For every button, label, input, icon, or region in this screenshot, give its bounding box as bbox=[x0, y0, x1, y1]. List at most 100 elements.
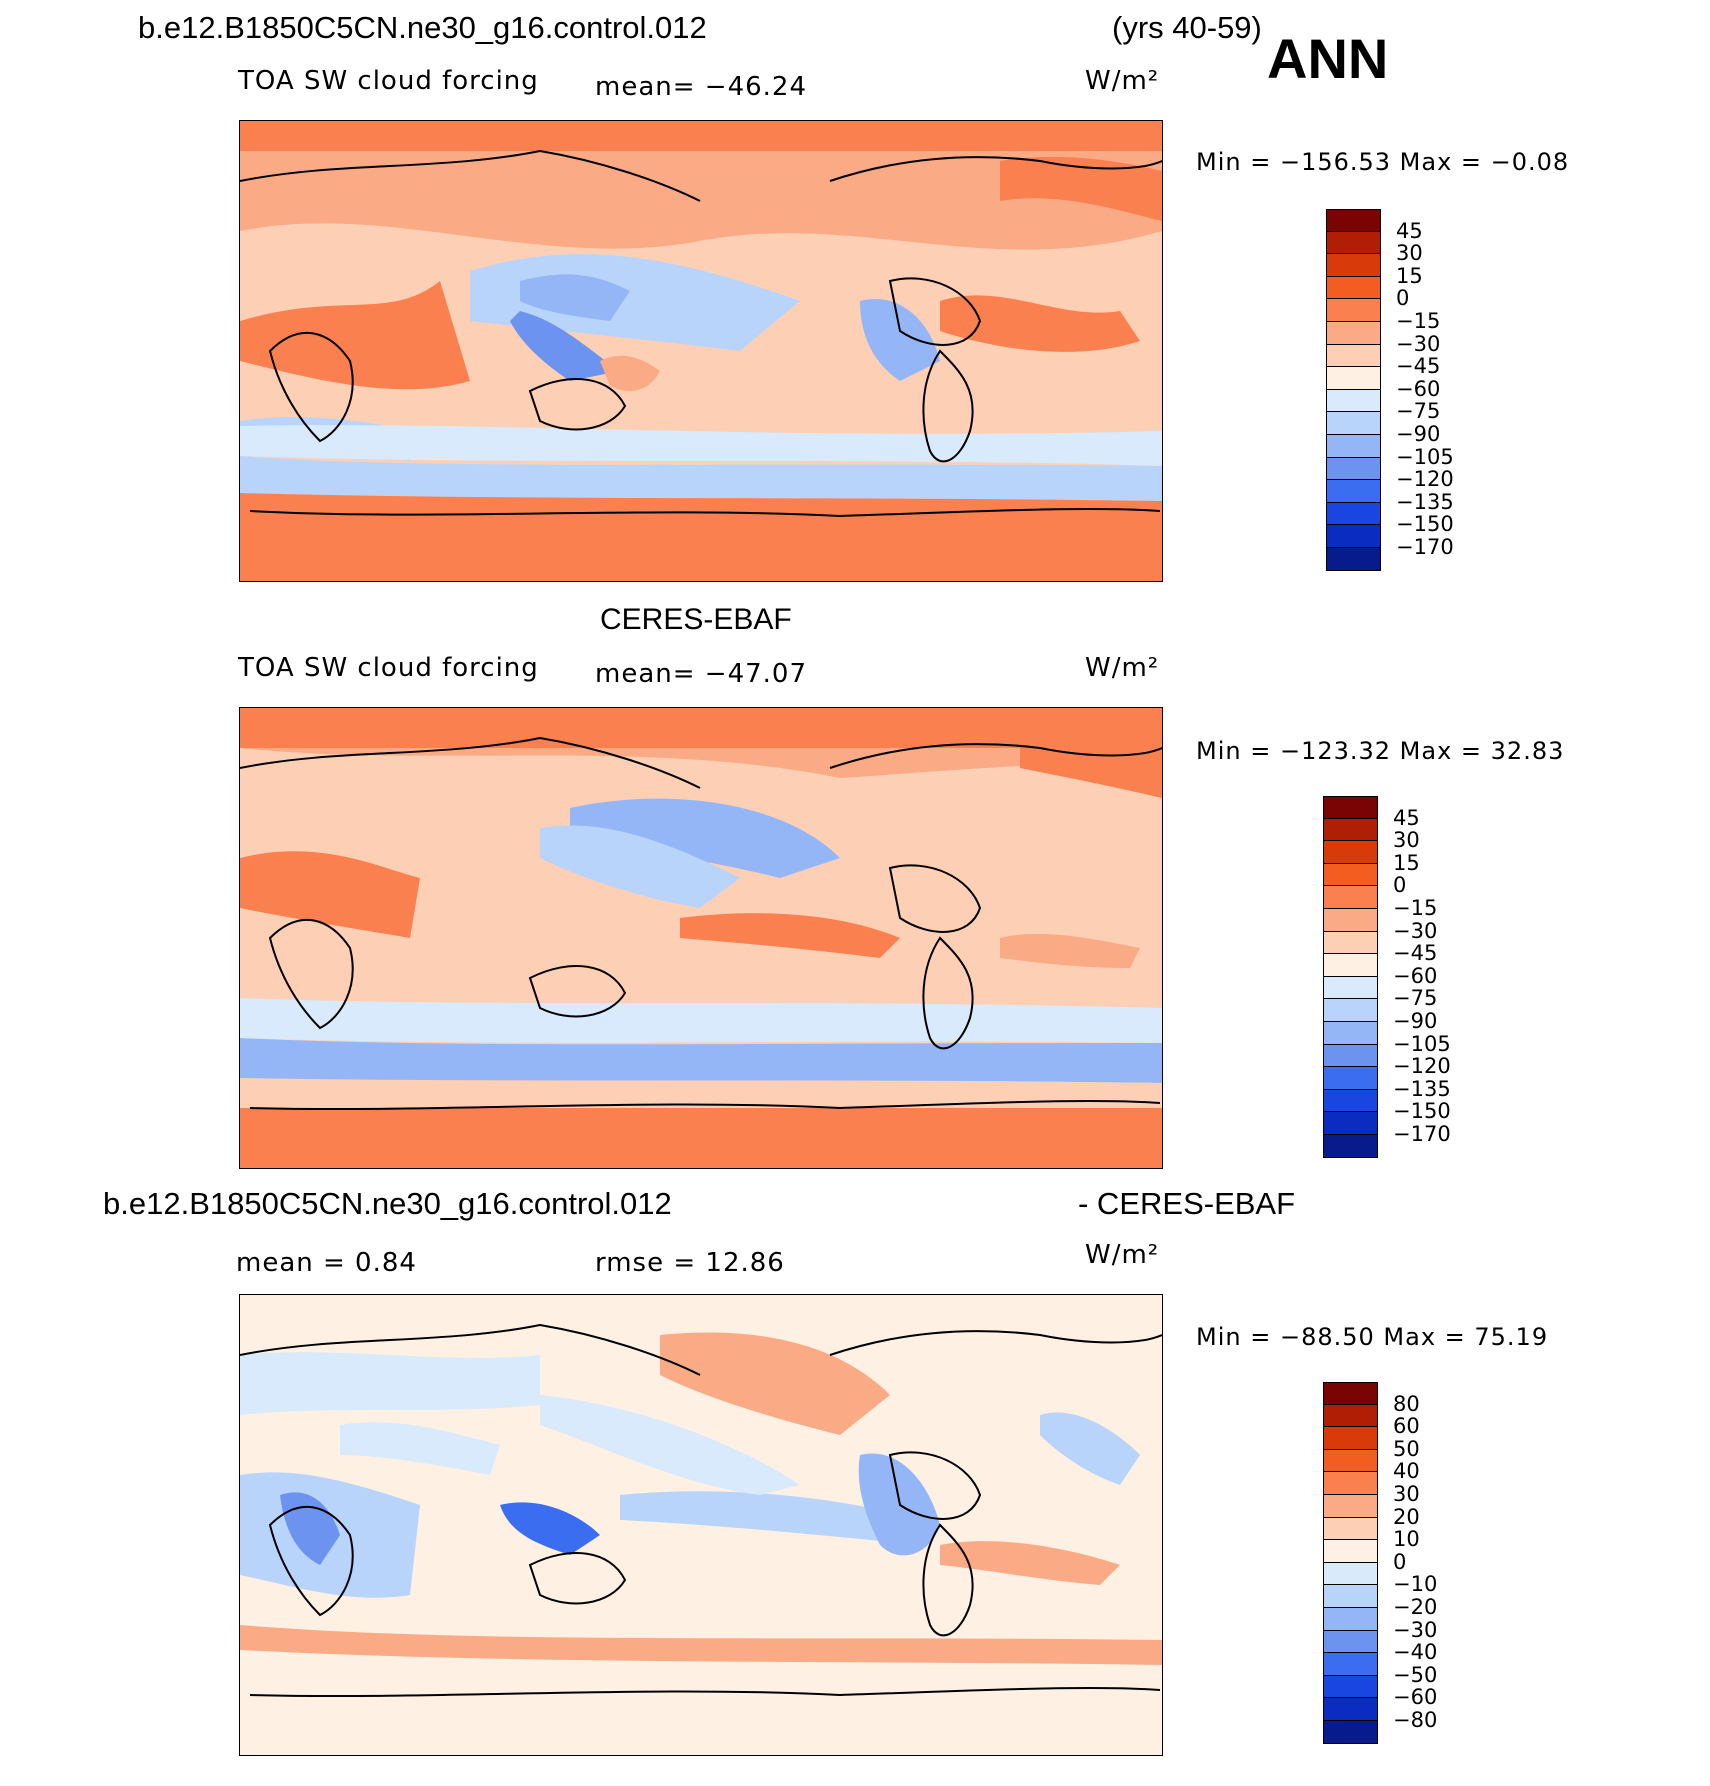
panel2-units: W/m² bbox=[1085, 653, 1160, 683]
panel3-units: W/m² bbox=[1085, 1240, 1160, 1270]
colorbar-swatch bbox=[1323, 954, 1378, 977]
colorbar-swatch bbox=[1323, 1653, 1378, 1676]
colorbar-label: 20 bbox=[1393, 1504, 1420, 1529]
colorbar-label: −105 bbox=[1393, 1031, 1451, 1056]
panel1-units: W/m² bbox=[1085, 66, 1160, 96]
colorbar-label: 0 bbox=[1393, 873, 1407, 898]
colorbar-swatch bbox=[1323, 841, 1378, 864]
colorbar-label: −90 bbox=[1393, 1009, 1438, 1033]
colorbar-label: −75 bbox=[1393, 986, 1438, 1011]
panel2-mean: mean= −47.07 bbox=[595, 659, 808, 689]
colorbar-label: 50 bbox=[1393, 1436, 1420, 1461]
colorbar-label: 60 bbox=[1393, 1414, 1420, 1439]
colorbar-label: 45 bbox=[1393, 805, 1420, 830]
colorbar-swatch bbox=[1323, 908, 1378, 932]
colorbar-swatch bbox=[1323, 818, 1378, 842]
colorbar-label: −15 bbox=[1396, 309, 1441, 333]
panel2-map bbox=[239, 707, 1163, 1169]
colorbar-swatch bbox=[1326, 344, 1381, 368]
colorbar-swatch bbox=[1323, 1720, 1378, 1744]
panel2-minmax: Min = −123.32 Max = 32.83 bbox=[1196, 737, 1565, 765]
colorbar-label: 0 bbox=[1396, 286, 1410, 311]
colorbar-label: −45 bbox=[1396, 354, 1441, 379]
colorbar-swatch bbox=[1323, 1449, 1378, 1473]
colorbar-label: −90 bbox=[1396, 422, 1441, 446]
colorbar-label: −10 bbox=[1393, 1572, 1438, 1597]
panel2-variable: TOA SW cloud forcing bbox=[238, 653, 539, 683]
panel3-title-left: b.e12.B1850C5CN.ne30_g16.control.012 bbox=[103, 1186, 672, 1221]
years-label: (yrs 40-59) bbox=[1112, 10, 1262, 45]
case-title: b.e12.B1850C5CN.ne30_g16.control.012 bbox=[138, 10, 707, 45]
colorbar-label: 45 bbox=[1396, 218, 1423, 243]
colorbar-label: 15 bbox=[1393, 850, 1420, 875]
colorbar-swatch bbox=[1323, 1404, 1378, 1428]
colorbar-swatch bbox=[1326, 254, 1381, 277]
colorbar-label: −150 bbox=[1396, 512, 1454, 537]
colorbar-swatch bbox=[1323, 1472, 1378, 1495]
colorbar-swatch bbox=[1326, 209, 1381, 232]
season-label: ANN bbox=[1267, 27, 1389, 90]
colorbar-swatch bbox=[1323, 1675, 1378, 1699]
colorbar-label: −30 bbox=[1393, 918, 1438, 943]
colorbar-swatch bbox=[1323, 1540, 1378, 1563]
colorbar-label: 30 bbox=[1393, 828, 1420, 853]
colorbar-swatch bbox=[1323, 1698, 1378, 1721]
colorbar-swatch bbox=[1323, 999, 1378, 1022]
colorbar-swatch bbox=[1326, 547, 1381, 571]
colorbar-swatch bbox=[1323, 1427, 1378, 1450]
colorbar-swatch bbox=[1326, 502, 1381, 526]
colorbar-swatch bbox=[1323, 1517, 1378, 1541]
panel1-colorbar: 45 30 15 0 −15 −30 −45 −60 −75 −90 −105 −120 −135 −15… bbox=[1326, 209, 1454, 571]
panel1-variable: TOA SW cloud forcing bbox=[238, 66, 539, 96]
colorbar-label: −60 bbox=[1393, 963, 1438, 988]
panel3-minmax: Min = −88.50 Max = 75.19 bbox=[1196, 1323, 1549, 1351]
panel1-minmax: Min = −156.53 Max = −0.08 bbox=[1196, 148, 1570, 176]
colorbar-label: −120 bbox=[1393, 1054, 1451, 1079]
panel3-mean: mean = 0.84 bbox=[236, 1248, 417, 1278]
panel1-map bbox=[239, 120, 1163, 582]
colorbar-label: −45 bbox=[1393, 941, 1438, 966]
colorbar-swatch bbox=[1323, 1067, 1378, 1090]
colorbar-label: −80 bbox=[1393, 1708, 1438, 1732]
colorbar-label: −30 bbox=[1393, 1617, 1438, 1642]
colorbar-swatch bbox=[1323, 1044, 1378, 1068]
colorbar-label: 40 bbox=[1393, 1459, 1420, 1484]
colorbar-label: −105 bbox=[1396, 444, 1454, 469]
colorbar-label: 0 bbox=[1393, 1549, 1407, 1574]
colorbar-label: −15 bbox=[1393, 896, 1438, 920]
colorbar-swatch bbox=[1326, 434, 1381, 458]
colorbar-swatch bbox=[1323, 1607, 1378, 1631]
colorbar-label: 30 bbox=[1396, 241, 1423, 266]
colorbar-label: −135 bbox=[1396, 489, 1454, 514]
colorbar-swatch bbox=[1323, 796, 1378, 819]
colorbar-swatch bbox=[1323, 1382, 1378, 1405]
colorbar-label: −170 bbox=[1396, 535, 1454, 559]
colorbar-label: −40 bbox=[1393, 1640, 1438, 1665]
colorbar-swatch bbox=[1326, 367, 1381, 390]
panel3-rmse: rmse = 12.86 bbox=[595, 1248, 785, 1278]
colorbar-label: −150 bbox=[1393, 1099, 1451, 1124]
panel3-colorbar: 80 60 50 40 30 20 10 0 −10 −20 −30 −40 −50 −60 −80 bbox=[1323, 1382, 1437, 1744]
colorbar-swatch bbox=[1323, 886, 1378, 909]
colorbar-swatch bbox=[1326, 231, 1381, 255]
colorbar-swatch bbox=[1323, 976, 1378, 1000]
colorbar-label: −120 bbox=[1396, 467, 1454, 492]
colorbar-label: −135 bbox=[1393, 1076, 1451, 1101]
colorbar-label: −75 bbox=[1396, 399, 1441, 424]
colorbar-label: 80 bbox=[1393, 1391, 1420, 1416]
colorbar-swatch bbox=[1323, 1494, 1378, 1518]
colorbar-swatch bbox=[1323, 1112, 1378, 1135]
colorbar-swatch bbox=[1326, 412, 1381, 435]
colorbar-swatch bbox=[1323, 1021, 1378, 1045]
colorbar-label: 30 bbox=[1393, 1482, 1420, 1506]
panel2-colorbar: 45 30 15 0 −15 −30 −45 −60 −75 −90 −105 −120 −135 −15… bbox=[1323, 796, 1451, 1158]
colorbar-label: 15 bbox=[1396, 263, 1423, 288]
colorbar-swatch bbox=[1326, 525, 1381, 548]
panel3-title-right: - CERES-EBAF bbox=[1078, 1186, 1296, 1221]
colorbar-label: −50 bbox=[1393, 1662, 1438, 1687]
colorbar-swatch bbox=[1323, 1585, 1378, 1608]
panel1-mean: mean= −46.24 bbox=[595, 72, 808, 102]
colorbar-label: −170 bbox=[1393, 1122, 1451, 1146]
colorbar-label: −60 bbox=[1393, 1685, 1438, 1710]
colorbar-swatch bbox=[1326, 480, 1381, 503]
